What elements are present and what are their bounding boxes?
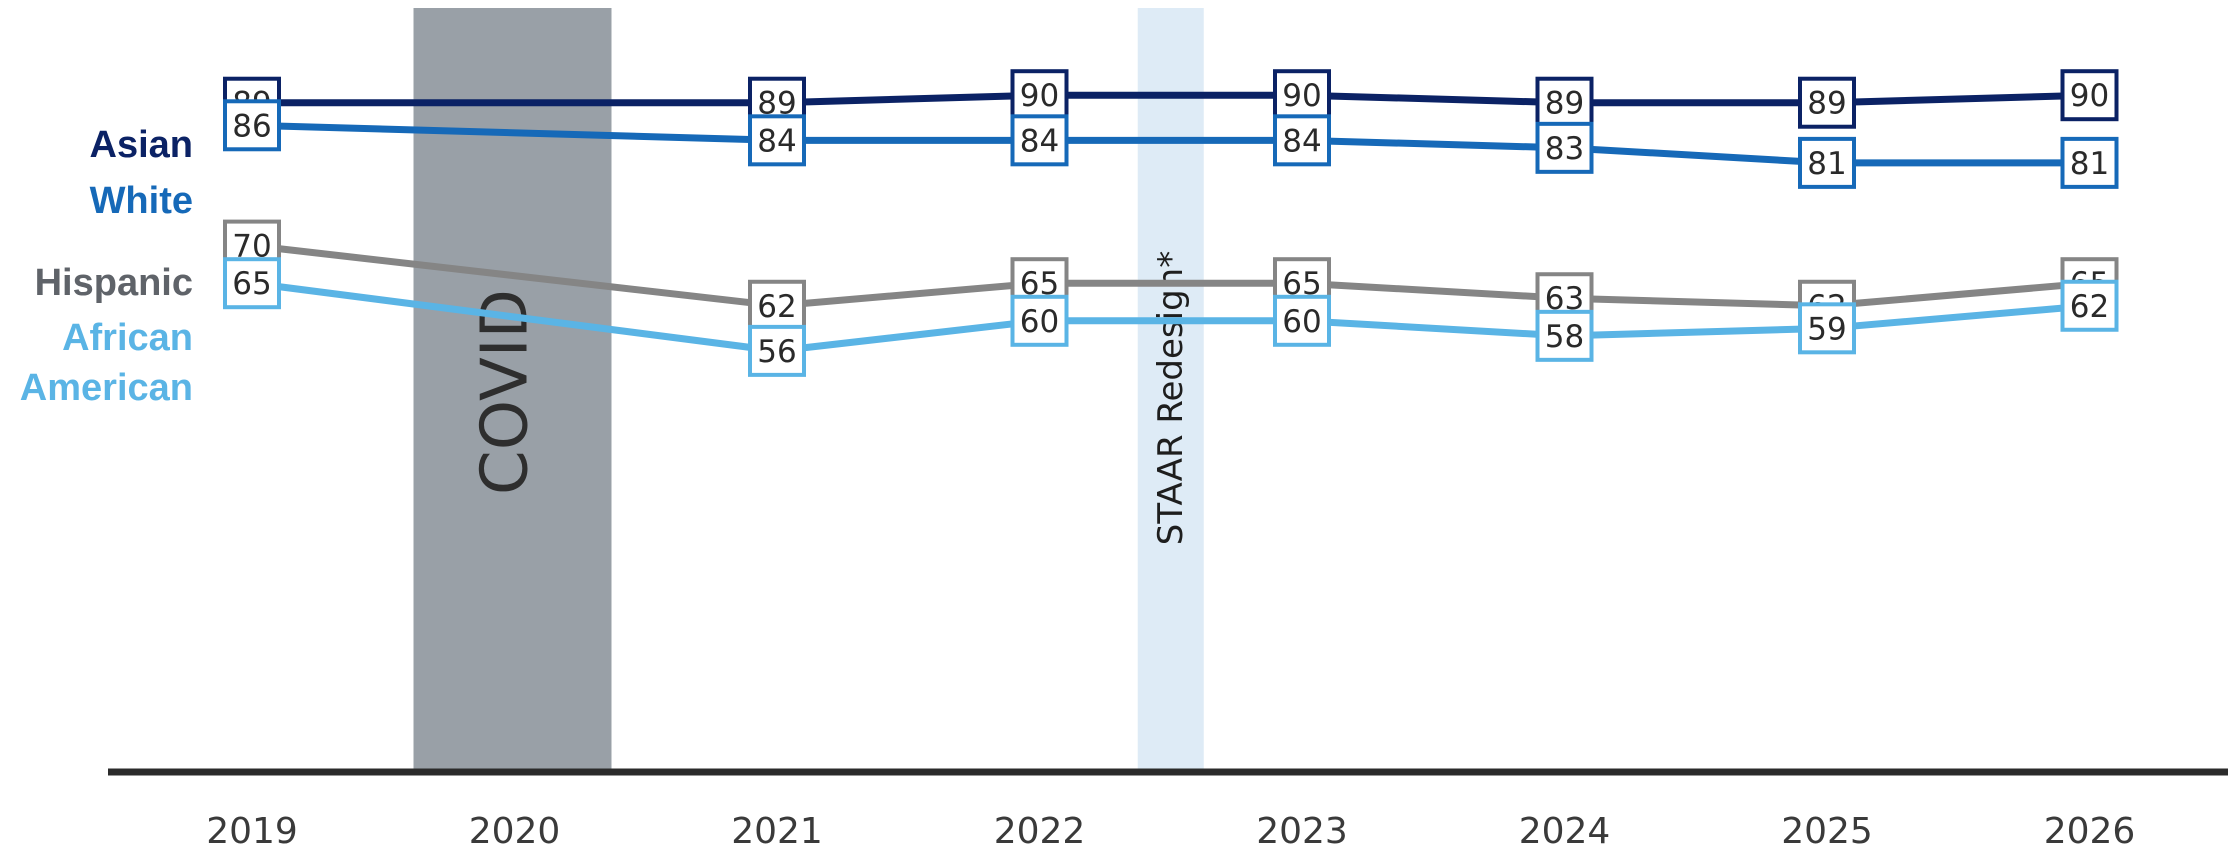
data-label-hispanic-2021: 62 bbox=[748, 279, 806, 332]
data-label-box bbox=[2060, 136, 2119, 189]
data-label-white-2026: 81 bbox=[2060, 136, 2119, 189]
series-labels: Asian White Hispanic African American bbox=[20, 124, 193, 409]
data-label-value: 84 bbox=[1282, 123, 1321, 159]
data-label-white-2024: 83 bbox=[1535, 121, 1594, 174]
data-label-value: 90 bbox=[2070, 78, 2109, 114]
x-tick-2026: 2026 bbox=[2044, 811, 2136, 848]
data-label-value: 86 bbox=[232, 108, 271, 144]
data-label-white-2021: 84 bbox=[748, 114, 806, 167]
data-label-value: 90 bbox=[1020, 78, 1059, 114]
data-label-box bbox=[748, 114, 806, 167]
data-label-african-american-2025: 59 bbox=[1798, 302, 1856, 355]
data-label-value: 84 bbox=[1020, 123, 1059, 159]
x-tick-2022: 2022 bbox=[994, 811, 1086, 848]
data-label-asian-2025: 89 bbox=[1798, 76, 1856, 129]
x-tick-2025: 2025 bbox=[1781, 811, 1873, 848]
data-label-box bbox=[748, 279, 806, 332]
series-label-african-american-line-2: American bbox=[20, 367, 193, 409]
data-label-african-american-2021: 56 bbox=[748, 324, 806, 377]
x-tick-2020: 2020 bbox=[469, 811, 561, 848]
data-label-value: 59 bbox=[1807, 311, 1846, 347]
data-label-african-american-2024: 58 bbox=[1535, 309, 1594, 362]
data-label-asian-2022: 90 bbox=[1010, 69, 1069, 122]
data-label-value: 89 bbox=[1807, 86, 1846, 122]
data-label-asian-2024: 89 bbox=[1535, 76, 1594, 129]
x-tick-2023: 2023 bbox=[1256, 811, 1348, 848]
data-label-white-2022: 84 bbox=[1010, 114, 1069, 167]
data-label-box bbox=[1798, 136, 1856, 189]
x-tick-2019: 2019 bbox=[206, 811, 298, 848]
data-label-box bbox=[1010, 69, 1069, 122]
series-label-hispanic: Hispanic bbox=[35, 262, 193, 304]
data-label-value: 60 bbox=[1282, 304, 1321, 340]
annotation-bands: COVID STAAR Redesign* bbox=[413, 8, 1204, 770]
data-label-box bbox=[2060, 279, 2119, 332]
data-label-box bbox=[223, 99, 281, 152]
series-label-white: White bbox=[90, 180, 193, 222]
x-tick-2024: 2024 bbox=[1519, 811, 1611, 848]
data-label-white-2019: 86 bbox=[223, 99, 281, 152]
data-label-box bbox=[1798, 76, 1856, 129]
data-label-box bbox=[1273, 114, 1331, 167]
data-label-value: 81 bbox=[2070, 146, 2109, 182]
data-label-white-2023: 84 bbox=[1273, 114, 1331, 167]
data-label-value: 89 bbox=[1545, 86, 1584, 122]
data-label-african-american-2026: 62 bbox=[2060, 279, 2119, 332]
data-label-value: 81 bbox=[1807, 146, 1846, 182]
data-label-value: 84 bbox=[757, 123, 796, 159]
data-label-value: 60 bbox=[1020, 304, 1059, 340]
series-label-asian: Asian bbox=[90, 124, 193, 166]
data-label-box bbox=[1535, 309, 1594, 362]
data-label-value: 90 bbox=[1282, 78, 1321, 114]
data-label-asian-2023: 90 bbox=[1273, 69, 1331, 122]
band-label-covid: COVID bbox=[469, 289, 543, 495]
data-label-value: 58 bbox=[1545, 319, 1584, 355]
data-label-box bbox=[1535, 121, 1594, 174]
data-label-value: 56 bbox=[757, 334, 796, 370]
data-label-african-american-2022: 60 bbox=[1010, 294, 1069, 347]
data-label-value: 62 bbox=[757, 289, 796, 325]
data-labels: 8989909089899086848484838181706265656362… bbox=[223, 69, 2119, 377]
x-tick-2021: 2021 bbox=[731, 811, 823, 848]
band-staar-redesign bbox=[1137, 8, 1204, 770]
series-label-african-american-line-1: African bbox=[62, 317, 193, 359]
data-label-box bbox=[2060, 69, 2119, 122]
data-label-box bbox=[1010, 114, 1069, 167]
data-label-african-american-2023: 60 bbox=[1273, 294, 1331, 347]
data-label-value: 83 bbox=[1545, 131, 1584, 167]
data-label-box bbox=[1273, 294, 1331, 347]
data-label-african-american-2019: 65 bbox=[223, 257, 281, 310]
data-label-box bbox=[748, 324, 806, 377]
data-label-white-2025: 81 bbox=[1798, 136, 1856, 189]
data-label-value: 62 bbox=[2070, 289, 2109, 325]
x-axis-tick-labels: 2019 2020 2021 2022 2023 2024 2025 2026 bbox=[206, 811, 2135, 848]
data-label-box bbox=[1798, 302, 1856, 355]
data-label-asian-2026: 90 bbox=[2060, 69, 2119, 122]
data-label-box bbox=[1010, 294, 1069, 347]
band-label-staar-redesign: STAAR Redesign* bbox=[1151, 251, 1191, 545]
data-label-box bbox=[223, 257, 281, 310]
data-label-value: 65 bbox=[232, 266, 271, 302]
